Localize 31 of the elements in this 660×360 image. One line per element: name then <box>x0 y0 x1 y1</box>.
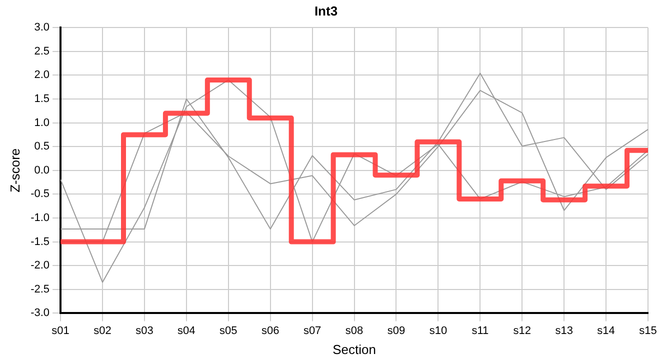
x-tick-label: s02 <box>94 324 112 337</box>
y-tick-label: -1.5 <box>30 236 50 248</box>
x-tick-label: s04 <box>178 324 196 337</box>
y-tick-label: 1.0 <box>34 116 50 129</box>
y-tick-label: -3.0 <box>30 307 50 320</box>
y-tick-label: 1.5 <box>34 93 50 106</box>
y-tick-label: -2.0 <box>30 260 50 272</box>
y-tick-label: -2.5 <box>30 283 50 296</box>
x-tick-label: s11 <box>472 324 489 337</box>
chart-title: Int3 <box>314 3 338 18</box>
x-tick-label: s01 <box>52 324 70 337</box>
y-tick-label: -0.5 <box>30 188 50 200</box>
x-tick-label: s10 <box>429 324 448 337</box>
x-tick-label: s13 <box>555 324 573 337</box>
x-tick-label: s07 <box>303 324 322 337</box>
x-tick-label: s09 <box>387 324 406 337</box>
y-tick-label: 2.5 <box>34 45 50 58</box>
x-tick-label: s15 <box>639 324 657 337</box>
x-tick-label: s12 <box>513 324 531 337</box>
x-axis-title: Section <box>332 342 376 357</box>
x-tick-label: s05 <box>220 324 238 337</box>
y-tick-label: 2.0 <box>34 69 50 82</box>
y-tick-label: 0.0 <box>34 164 50 176</box>
y-tick-label: 0.5 <box>34 140 50 153</box>
x-tick-label: s03 <box>136 324 154 337</box>
y-axis-title: Z-score <box>7 148 22 192</box>
x-tick-label: s06 <box>261 324 280 337</box>
x-tick-label: s08 <box>345 324 364 337</box>
x-tick-label: s14 <box>597 324 615 337</box>
y-tick-label: -1.0 <box>30 212 50 224</box>
y-tick-label: 3.0 <box>34 22 50 34</box>
